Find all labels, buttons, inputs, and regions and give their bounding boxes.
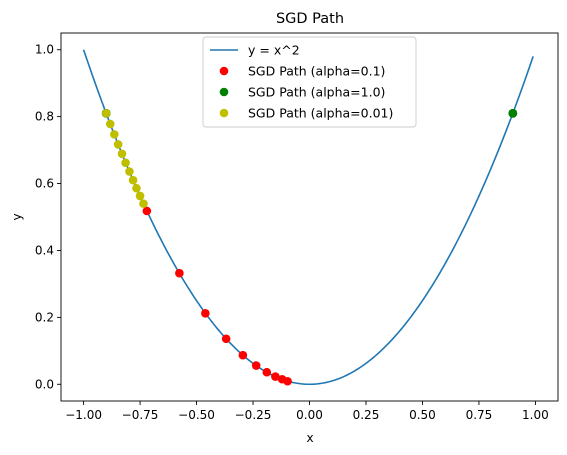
data-point [271, 372, 280, 381]
x-tick-label: 1.00 [522, 408, 549, 422]
x-tick-label: −0.50 [178, 408, 215, 422]
y-tick-label: 0.4 [35, 243, 54, 257]
data-point [110, 130, 119, 139]
legend-label: y = x^2 [248, 43, 300, 58]
data-point [132, 183, 141, 193]
chart-title: SGD Path [276, 11, 344, 27]
data-point [508, 108, 518, 118]
x-tick-label: −0.25 [235, 408, 272, 422]
legend-label: SGD Path (alpha=1.0) [248, 85, 385, 100]
data-point [142, 206, 152, 216]
x-axis-label: x [306, 431, 313, 445]
data-point [125, 167, 134, 176]
y-tick-label: 0.2 [35, 310, 54, 324]
data-point [221, 334, 231, 344]
data-point [101, 108, 111, 118]
data-point [121, 158, 130, 168]
data-point [113, 140, 123, 149]
y-tick-label: 1.0 [35, 43, 54, 57]
y-axis: 0.0 0.2 0.4 0.6 0.8 1.0 [35, 43, 61, 391]
x-tick-label: −1.00 [65, 408, 102, 422]
data-point [105, 119, 115, 129]
series-3 [101, 108, 148, 208]
data-point [175, 268, 184, 278]
data-point [117, 149, 127, 159]
data-point [251, 361, 261, 370]
legend-label: SGD Path (alpha=0.1) [248, 64, 385, 79]
x-tick-label: 0.75 [466, 408, 493, 422]
data-point [201, 309, 210, 318]
x-tick-label: 0.00 [296, 408, 323, 422]
data-point [262, 367, 272, 377]
legend-marker-swatch [219, 87, 229, 97]
plot-area [82, 49, 534, 386]
data-point [238, 350, 248, 360]
data-point [128, 175, 138, 185]
data-point [135, 191, 145, 201]
x-tick-label: −0.75 [122, 408, 159, 422]
legend-marker-swatch [219, 66, 229, 76]
legend: y = x^2 SGD Path (alpha=0.1) SGD Path (alp… [202, 36, 417, 128]
legend-marker-swatch [219, 108, 229, 118]
data-point [139, 199, 148, 208]
y-tick-label: 0.8 [35, 110, 54, 124]
y-tick-label: 0.6 [35, 177, 54, 191]
legend-label: SGD Path (alpha=0.01) [248, 106, 393, 121]
legend-box [202, 36, 417, 128]
x-axis: −1.00 −0.75 −0.50 −0.25 0.00 0.25 0.50 0.75 1.00 [65, 401, 549, 422]
y-tick-label: 0.0 [35, 377, 54, 391]
x-tick-label: 0.50 [409, 408, 436, 422]
y-axis-label: y [10, 213, 24, 220]
curve-line [82, 49, 534, 386]
x-tick-label: 0.25 [353, 408, 380, 422]
data-point [283, 376, 292, 386]
